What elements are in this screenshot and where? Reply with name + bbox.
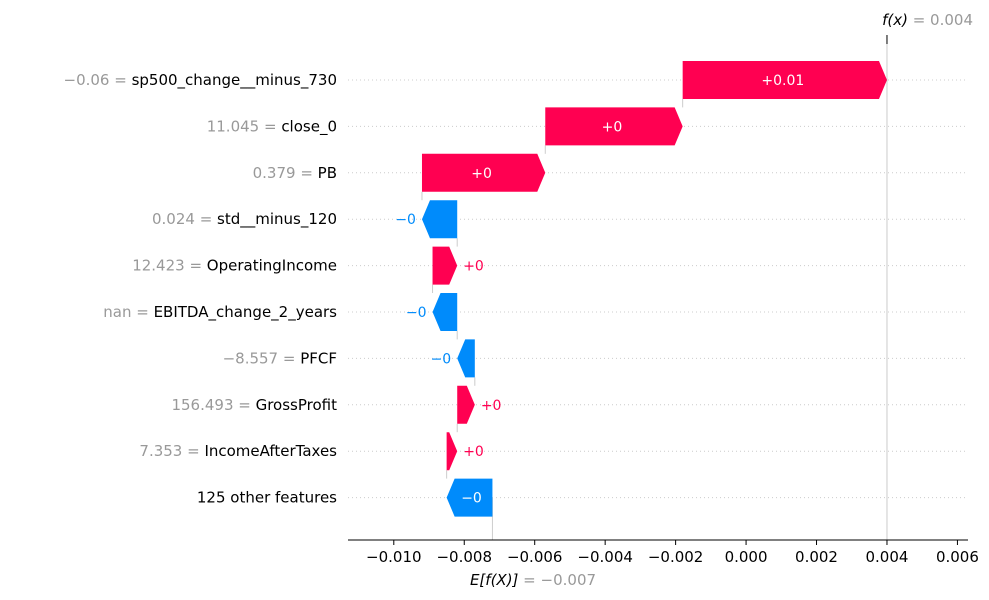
feature-name: GrossProfit	[256, 396, 338, 414]
x-tick-label: −0.002	[648, 548, 704, 566]
bar-value-label: −0	[395, 212, 416, 228]
base-label: E[f(X)]	[470, 571, 519, 589]
feature-label: −8.557 = PFCF	[223, 349, 337, 367]
feature-name: OperatingIncome	[207, 257, 337, 275]
waterfall-bar	[421, 153, 546, 192]
fx-annotation: f(x) = 0.004	[882, 11, 973, 29]
waterfall-bar	[457, 385, 475, 424]
bar-value-label: +0	[602, 119, 623, 135]
feature-value: 12.423 =	[132, 257, 207, 275]
feature-name: std__minus_120	[217, 210, 337, 229]
feature-name: IncomeAfterTaxes	[204, 442, 337, 460]
bar-value-label: −0	[406, 305, 427, 321]
x-tick-label: −0.004	[577, 548, 633, 566]
feature-value: nan =	[103, 303, 153, 321]
waterfall-bar	[457, 339, 475, 378]
feature-value: 11.045 =	[207, 117, 282, 135]
bar-value-label: +0.01	[761, 73, 804, 89]
feature-label: 125 other features	[197, 489, 337, 507]
base-value: −0.007	[541, 571, 597, 589]
feature-value: 156.493 =	[171, 396, 255, 414]
waterfall-bar	[421, 200, 458, 239]
bar-value-label: +0	[471, 166, 492, 182]
x-tick-label: −0.006	[507, 548, 563, 566]
x-tick-label: 0.006	[936, 548, 979, 566]
base-value-annotation: E[f(X)] = −0.007	[470, 571, 596, 589]
bar-value-label: +0	[463, 259, 484, 275]
x-tick-label: 0.002	[795, 548, 838, 566]
x-tick-label: −0.010	[366, 548, 422, 566]
waterfall-bar	[432, 246, 458, 285]
feature-label: 12.423 = OperatingIncome	[132, 257, 337, 275]
feature-value: −0.06 =	[64, 71, 132, 89]
fx-value: 0.004	[930, 11, 973, 29]
feature-name: sp500_change__minus_730	[132, 71, 337, 90]
x-tick-label: 0.000	[725, 548, 768, 566]
feature-label: −0.06 = sp500_change__minus_730	[64, 71, 338, 90]
x-tick-label: −0.008	[436, 548, 492, 566]
bar-value-label: +0	[463, 444, 484, 460]
feature-value: 0.024 =	[152, 210, 217, 228]
waterfall-bar	[682, 61, 887, 99]
feature-value: 0.379 =	[253, 164, 318, 182]
feature-label: 0.379 = PB	[253, 164, 337, 182]
feature-name: PB	[318, 164, 337, 182]
feature-label: 0.024 = std__minus_120	[152, 210, 337, 229]
bar-layer	[421, 61, 887, 517]
feature-name: 125 other features	[197, 489, 337, 507]
bar-value-label: +0	[481, 398, 502, 414]
feature-label: 7.353 = IncomeAfterTaxes	[139, 442, 337, 460]
bar-value-label: −0	[431, 351, 452, 367]
waterfall-bar	[545, 107, 683, 146]
label-layer: +0.01 −0.06 = sp500_change__minus_730 +0 11…	[64, 71, 805, 507]
feature-value: 7.353 =	[139, 442, 204, 460]
bar-value-label: −0	[461, 491, 482, 507]
feature-name: PFCF	[300, 349, 337, 367]
feature-name: close_0	[281, 117, 337, 136]
waterfall-bar	[446, 432, 458, 471]
waterfall-bar	[432, 293, 458, 331]
feature-name: EBITDA_change_2_years	[154, 303, 338, 322]
fx-label: f(x)	[882, 11, 908, 29]
x-tick-label: 0.004	[866, 548, 909, 566]
feature-value: −8.557 =	[223, 349, 301, 367]
feature-label: 156.493 = GrossProfit	[171, 396, 337, 414]
feature-label: 11.045 = close_0	[207, 117, 337, 136]
waterfall-bar	[446, 478, 493, 517]
feature-label: nan = EBITDA_change_2_years	[103, 303, 337, 322]
x-axis: −0.010 −0.008 −0.006 −0.004 −0.002 0.000 0.002…	[348, 35, 979, 566]
